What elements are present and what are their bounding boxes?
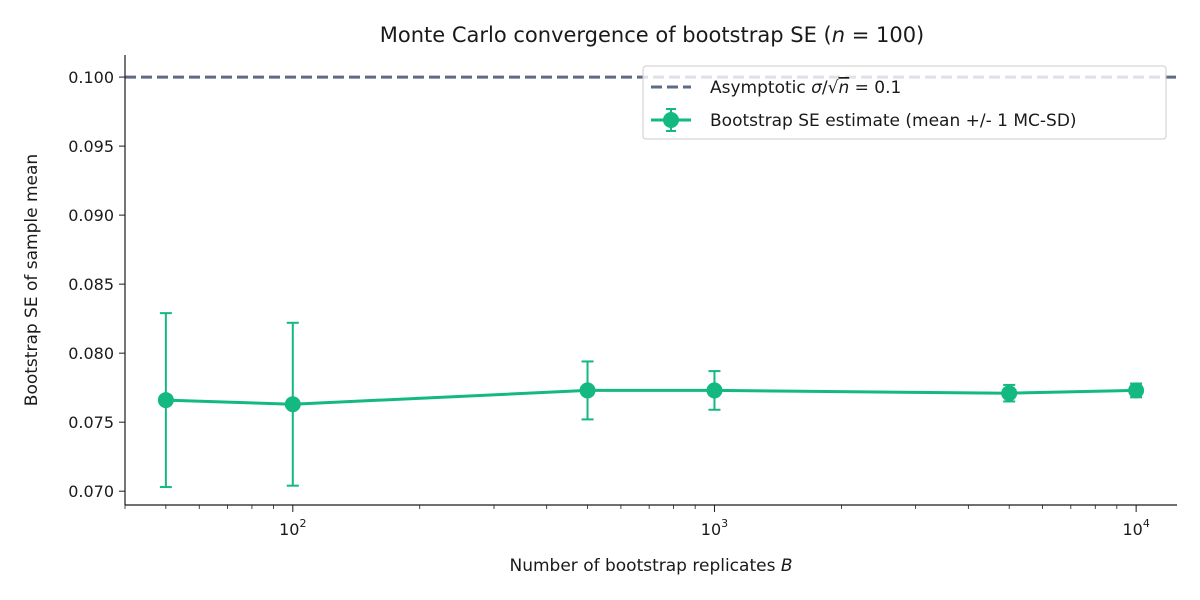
legend-reference-line-label: Asymptotic σ/√n = 0.1 bbox=[710, 78, 901, 98]
data-point bbox=[1128, 382, 1145, 399]
y-tick-label: 0.095 bbox=[68, 137, 114, 156]
legend-series-swatch bbox=[651, 108, 691, 132]
legend: Asymptotic σ/√n = 0.1 Bootstrap SE estim… bbox=[642, 65, 1167, 140]
y-tick-label: 0.080 bbox=[68, 344, 114, 363]
x-tick-label: 103 bbox=[701, 517, 728, 539]
plot-area bbox=[125, 75, 1177, 489]
series-line-0 bbox=[165, 388, 1137, 406]
data-point bbox=[284, 396, 301, 413]
chart-title: Monte Carlo convergence of bootstrap SE … bbox=[380, 23, 925, 47]
y-tick-label: 0.085 bbox=[68, 275, 114, 294]
y-tick-label: 0.075 bbox=[68, 413, 114, 432]
x-axis-ticks: 102 103 104 bbox=[124, 505, 1150, 539]
y-tick-label: 0.090 bbox=[68, 206, 114, 225]
data-point bbox=[579, 382, 596, 399]
y-tick-label: 0.070 bbox=[68, 482, 114, 501]
data-point bbox=[1001, 385, 1018, 402]
x-axis-label: Number of bootstrap replicates B bbox=[510, 556, 793, 576]
legend-box bbox=[642, 65, 1167, 140]
y-axis-label: Bootstrap SE of sample mean bbox=[22, 154, 42, 406]
data-point bbox=[706, 382, 723, 399]
y-tick-label: 0.100 bbox=[68, 68, 114, 87]
y-axis-ticks: 0.070 0.075 0.080 0.085 0.090 0.095 0.100 bbox=[68, 68, 125, 501]
data-point bbox=[157, 392, 174, 409]
x-tick-label: 104 bbox=[1122, 517, 1149, 539]
legend-series-label: Bootstrap SE estimate (mean +/- 1 MC-SD) bbox=[710, 111, 1077, 131]
x-tick-label: 102 bbox=[279, 517, 306, 539]
